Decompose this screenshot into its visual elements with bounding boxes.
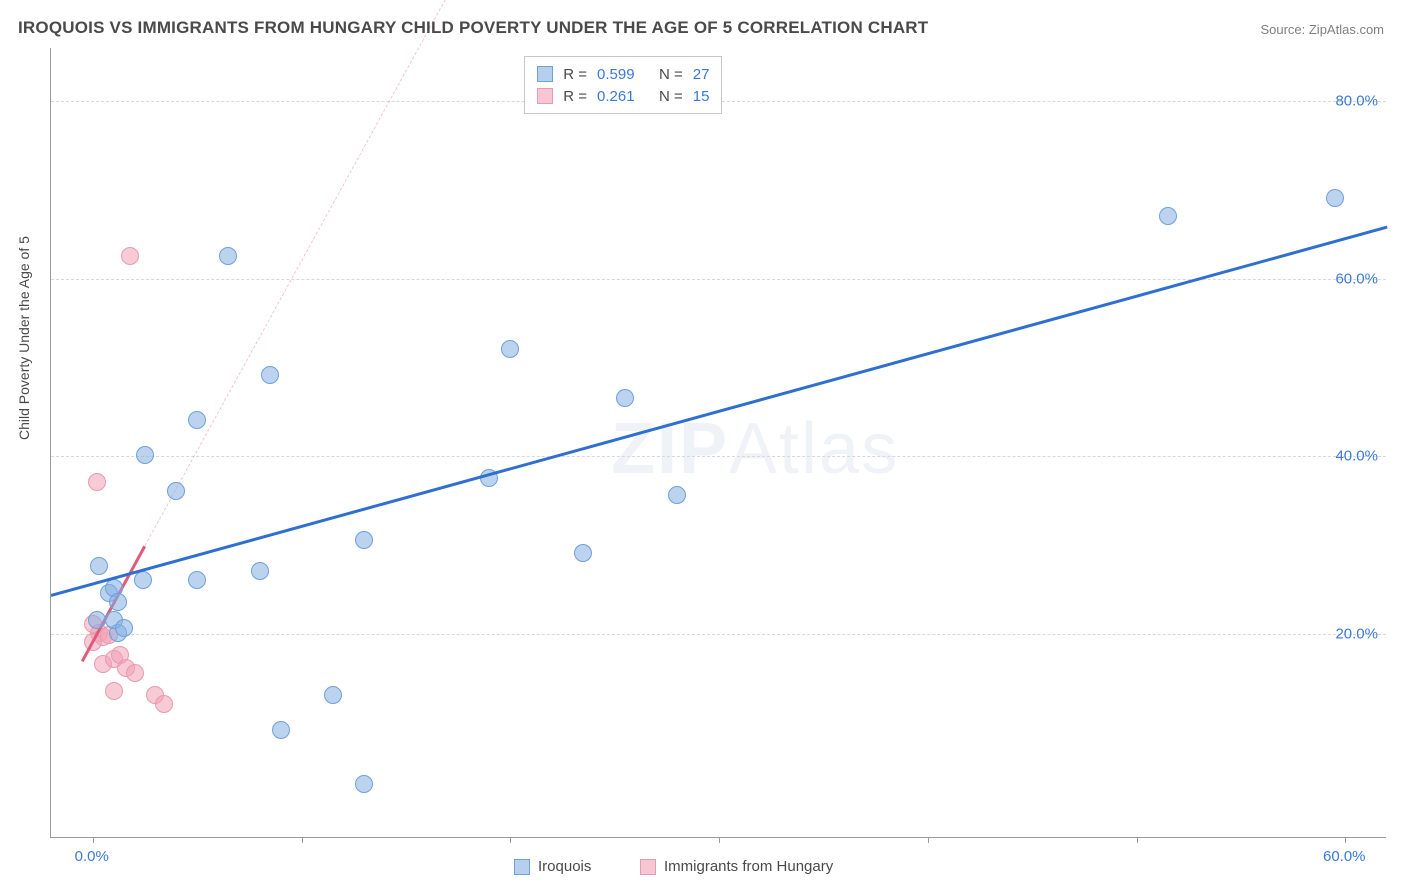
legend-row: R = 0.261 N = 15 bbox=[537, 85, 709, 107]
iroquois-point bbox=[90, 557, 108, 575]
x-tick-label: 0.0% bbox=[75, 848, 109, 865]
x-tick bbox=[93, 837, 94, 843]
hungary-point bbox=[105, 682, 123, 700]
gridline-h bbox=[51, 456, 1386, 457]
source-attribution: Source: ZipAtlas.com bbox=[1260, 22, 1384, 37]
iroquois-point bbox=[324, 686, 342, 704]
iroquois-point bbox=[188, 571, 206, 589]
iroquois-point bbox=[251, 562, 269, 580]
iroquois-point bbox=[668, 486, 686, 504]
x-tick bbox=[1137, 837, 1138, 843]
series-legend-item: Iroquois bbox=[514, 858, 591, 875]
iroquois-point bbox=[355, 775, 373, 793]
y-tick-label: 80.0% bbox=[1335, 93, 1378, 110]
x-tick bbox=[510, 837, 511, 843]
iroquois-point bbox=[261, 366, 279, 384]
iroquois-point bbox=[1326, 189, 1344, 207]
iroquois-point bbox=[272, 721, 290, 739]
watermark: ZIPAtlas bbox=[611, 408, 899, 490]
x-tick bbox=[928, 837, 929, 843]
y-tick-label: 60.0% bbox=[1335, 270, 1378, 287]
legend-r-value: 0.599 bbox=[597, 66, 649, 83]
legend-swatch bbox=[537, 88, 553, 104]
y-tick-label: 20.0% bbox=[1335, 625, 1378, 642]
iroquois-point bbox=[219, 247, 237, 265]
chart-container: IROQUOIS VS IMMIGRANTS FROM HUNGARY CHIL… bbox=[0, 0, 1406, 892]
legend-label: Immigrants from Hungary bbox=[664, 858, 833, 875]
x-tick bbox=[719, 837, 720, 843]
watermark-prefix: ZIP bbox=[611, 409, 729, 489]
x-tick bbox=[1345, 837, 1346, 843]
iroquois-point bbox=[355, 531, 373, 549]
legend-swatch bbox=[514, 859, 530, 875]
legend-label: Iroquois bbox=[538, 858, 591, 875]
x-tick bbox=[302, 837, 303, 843]
iroquois-trend-line bbox=[51, 226, 1388, 597]
legend-n-label: N = bbox=[659, 66, 683, 83]
legend-n-label: N = bbox=[659, 88, 683, 105]
hungary-point bbox=[88, 473, 106, 491]
hungary-point bbox=[155, 695, 173, 713]
iroquois-point bbox=[574, 544, 592, 562]
plot-area: ZIPAtlas 20.0% 40.0% 60.0% 80.0% bbox=[50, 48, 1386, 838]
hungary-trend-dash bbox=[144, 0, 448, 546]
iroquois-point bbox=[109, 593, 127, 611]
legend-n-value: 27 bbox=[693, 66, 710, 83]
iroquois-point bbox=[115, 619, 133, 637]
gridline-h bbox=[51, 634, 1386, 635]
correlation-legend: R = 0.599 N = 27 R = 0.261 N = 15 bbox=[524, 56, 722, 114]
legend-row: R = 0.599 N = 27 bbox=[537, 63, 709, 85]
iroquois-point bbox=[88, 611, 106, 629]
hungary-point bbox=[126, 664, 144, 682]
legend-r-label: R = bbox=[563, 88, 587, 105]
iroquois-point bbox=[136, 446, 154, 464]
watermark-suffix: Atlas bbox=[729, 409, 899, 489]
hungary-point bbox=[121, 247, 139, 265]
legend-n-value: 15 bbox=[693, 88, 710, 105]
iroquois-point bbox=[616, 389, 634, 407]
iroquois-point bbox=[1159, 207, 1177, 225]
legend-r-label: R = bbox=[563, 66, 587, 83]
gridline-h bbox=[51, 279, 1386, 280]
iroquois-point bbox=[134, 571, 152, 589]
y-axis-title: Child Poverty Under the Age of 5 bbox=[16, 236, 32, 440]
y-tick-label: 40.0% bbox=[1335, 448, 1378, 465]
legend-r-value: 0.261 bbox=[597, 88, 649, 105]
chart-title: IROQUOIS VS IMMIGRANTS FROM HUNGARY CHIL… bbox=[18, 18, 928, 38]
x-tick-label: 60.0% bbox=[1323, 848, 1366, 865]
legend-swatch bbox=[537, 66, 553, 82]
iroquois-point bbox=[188, 411, 206, 429]
iroquois-point bbox=[167, 482, 185, 500]
legend-swatch bbox=[640, 859, 656, 875]
iroquois-point bbox=[501, 340, 519, 358]
series-legend-item: Immigrants from Hungary bbox=[640, 858, 833, 875]
